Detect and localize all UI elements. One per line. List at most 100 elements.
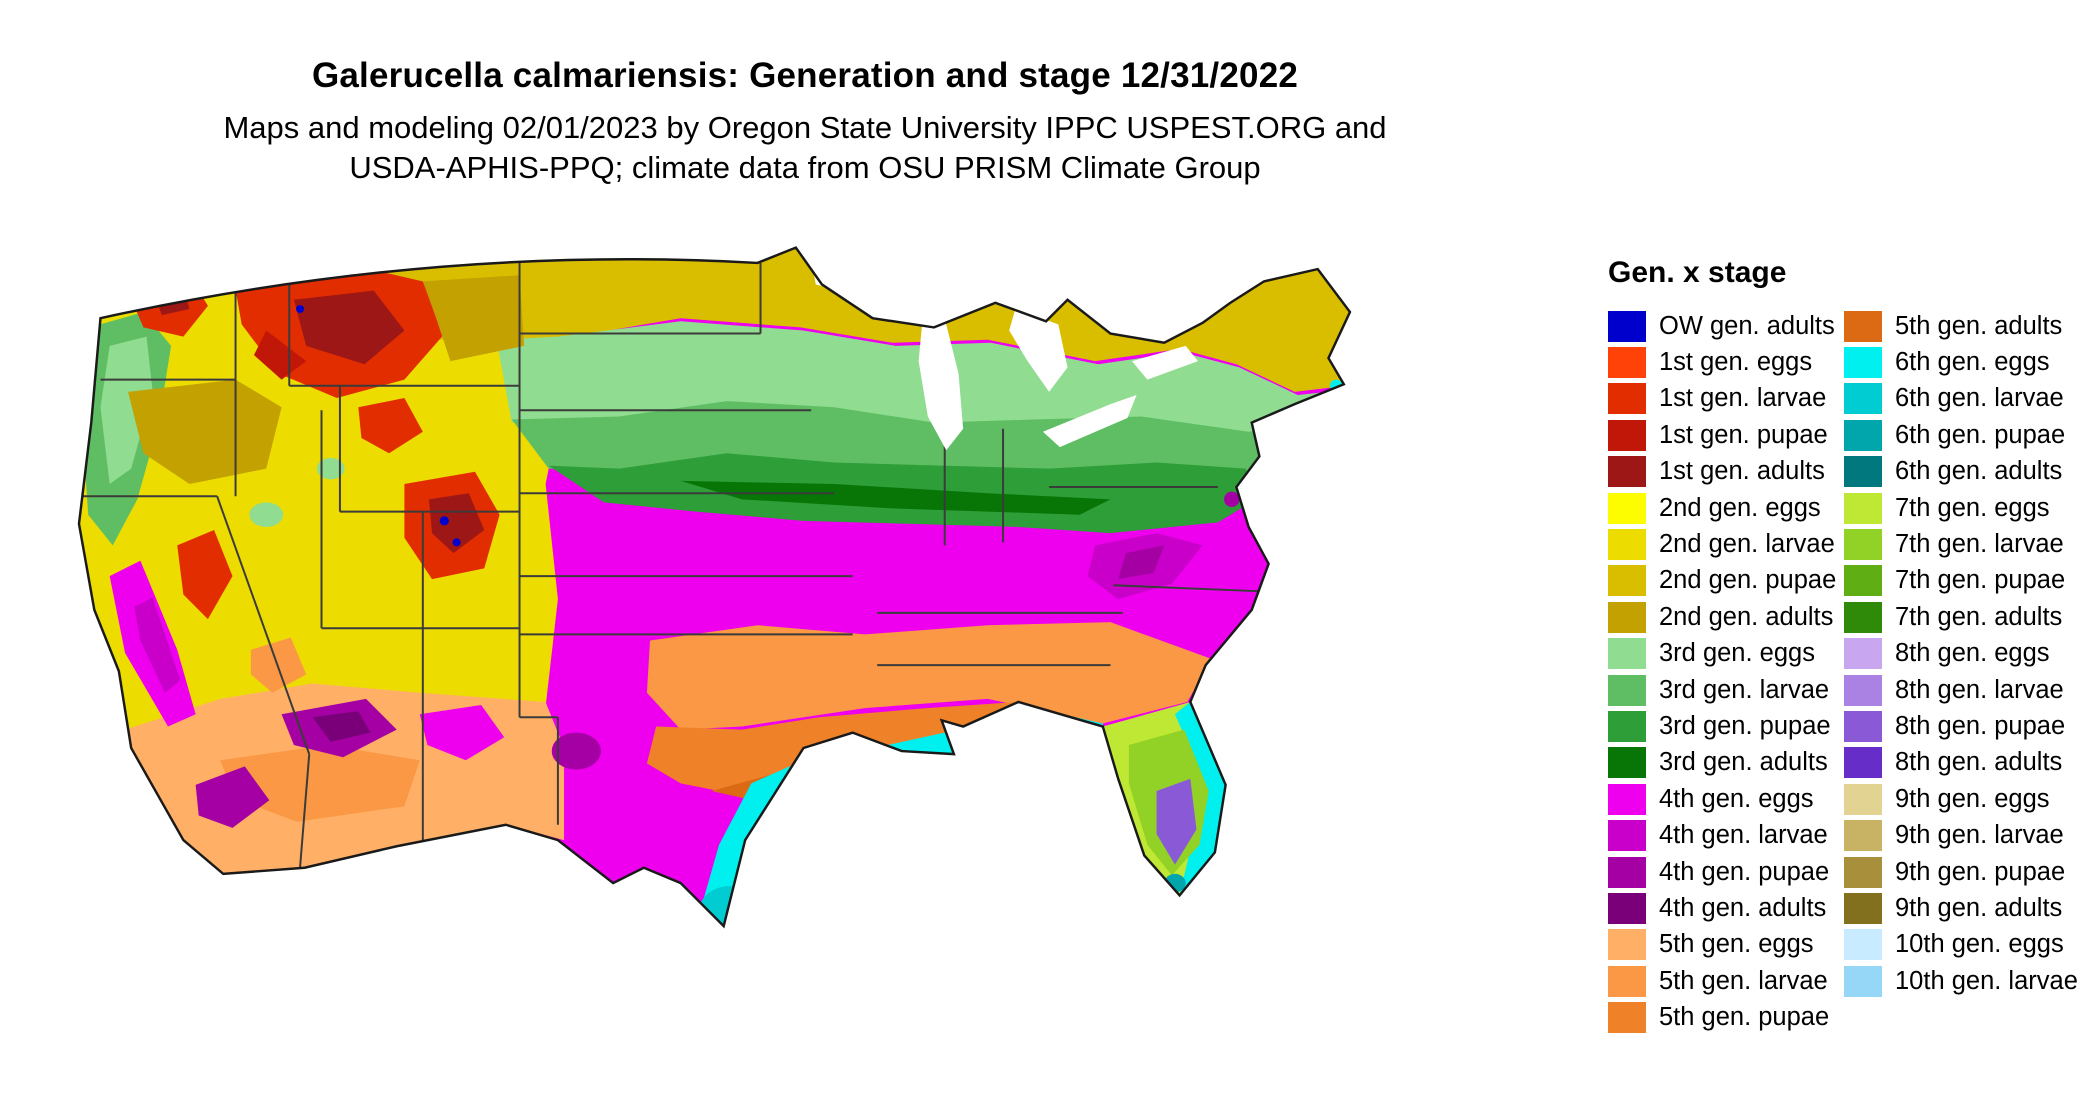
legend-item: 7th gen. pupae bbox=[1844, 563, 2078, 599]
map-patch-newmexico-gen4-eggs bbox=[419, 705, 505, 761]
legend-item: 3rd gen. adults bbox=[1608, 745, 1844, 781]
map-patch-central-valley-gen4-larvae bbox=[134, 597, 181, 693]
legend-item-label: 6th gen. larvae bbox=[1895, 384, 2064, 413]
legend-item: 5th gen. pupae bbox=[1608, 999, 1844, 1035]
legend-item: 5th gen. larvae bbox=[1608, 963, 1844, 999]
legend-item: 5th gen. eggs bbox=[1608, 927, 1844, 963]
legend-item-label: 1st gen. adults bbox=[1659, 457, 1825, 486]
legend-item-label: 10th gen. larvae bbox=[1895, 966, 2078, 995]
legend-item: 2nd gen. pupae bbox=[1608, 563, 1844, 599]
lake-ontario bbox=[1131, 345, 1198, 380]
legend-item-label: 2nd gen. eggs bbox=[1659, 493, 1821, 522]
lake-huron bbox=[1009, 308, 1068, 392]
map-patch-yellowstone-gen1-larvae bbox=[358, 398, 423, 454]
legend-swatch bbox=[1844, 710, 1882, 742]
legend: Gen. x stage OW gen. adults 1st gen. eggs… bbox=[1608, 256, 2094, 1036]
legend-swatch bbox=[1608, 565, 1646, 597]
legend-item: 1st gen. larvae bbox=[1608, 381, 1844, 417]
legend-item: 1st gen. adults bbox=[1608, 454, 1844, 490]
legend-swatch bbox=[1844, 347, 1882, 379]
state-border-segment bbox=[1113, 584, 1265, 593]
map-patch-montana-gen2-adults bbox=[422, 275, 525, 362]
map-patch-florida-gen8-pupae bbox=[1156, 778, 1197, 865]
legend-item-label: 4th gen. eggs bbox=[1659, 784, 1814, 813]
legend-item-label: 4th gen. pupae bbox=[1659, 857, 1830, 886]
legend-swatch bbox=[1608, 529, 1646, 561]
legend-item: 8th gen. pupae bbox=[1844, 708, 2078, 744]
legend-item: 3rd gen. pupae bbox=[1608, 708, 1844, 744]
map-band-gen5-larvae bbox=[646, 622, 1212, 730]
legend-item: 8th gen. eggs bbox=[1844, 636, 2078, 672]
legend-swatch bbox=[1844, 965, 1882, 997]
legend-swatch bbox=[1608, 347, 1646, 379]
us-phenology-map bbox=[36, 238, 1571, 1060]
legend-item-label: 5th gen. pupae bbox=[1659, 1003, 1830, 1032]
legend-item-label: 5th gen. adults bbox=[1895, 311, 2063, 340]
legend-swatch bbox=[1608, 492, 1646, 524]
legend-swatch bbox=[1844, 456, 1882, 488]
legend-item-label: 9th gen. adults bbox=[1895, 893, 2063, 922]
map-subtitle-line2: USDA-APHIS-PPQ; climate data from OSU PR… bbox=[349, 150, 1261, 185]
state-border-segment bbox=[216, 495, 311, 755]
us-map-svg bbox=[77, 246, 1352, 929]
legend-item: 3rd gen. larvae bbox=[1608, 672, 1844, 708]
legend-item-label: 3rd gen. eggs bbox=[1659, 639, 1815, 668]
legend-swatch bbox=[1608, 820, 1646, 852]
state-borders bbox=[78, 262, 1265, 868]
legend-item: 8th gen. adults bbox=[1844, 745, 2078, 781]
map-patch-northern-rockies-gen1-adults bbox=[293, 290, 405, 365]
legend-item-label: 2nd gen. pupae bbox=[1659, 566, 1837, 595]
legend-swatch bbox=[1844, 638, 1882, 670]
map-band-gen3-larvae bbox=[511, 401, 1338, 472]
legend-item-label: 1st gen. eggs bbox=[1659, 348, 1813, 377]
map-subtitle-line1: Maps and modeling 02/01/2023 by Oregon S… bbox=[223, 110, 1387, 145]
figure-header: Galerucella calmariensis: Generation and… bbox=[0, 56, 1610, 188]
legend-item: OW gen. adults bbox=[1608, 308, 1844, 344]
legend-item: 9th gen. larvae bbox=[1844, 817, 2078, 853]
legend-column-right: 5th gen. adults 6th gen. eggs 6th gen. lar… bbox=[1844, 308, 2078, 999]
legend-swatch bbox=[1844, 310, 1882, 342]
legend-item: 7th gen. eggs bbox=[1844, 490, 2078, 526]
legend-swatch bbox=[1608, 856, 1646, 888]
map-patch-sierra-gen1-larvae bbox=[177, 530, 233, 620]
legend-swatch bbox=[1844, 929, 1882, 961]
legend-item-label: 6th gen. eggs bbox=[1895, 348, 2050, 377]
map-patch-westtexas-gen4-pupae bbox=[551, 732, 601, 770]
legend-item-label: 7th gen. pupae bbox=[1895, 566, 2066, 595]
legend-item: 6th gen. pupae bbox=[1844, 417, 2078, 453]
legend-item: 3rd gen. eggs bbox=[1608, 636, 1844, 672]
legend-swatch bbox=[1844, 419, 1882, 451]
legend-item-label: 7th gen. eggs bbox=[1895, 493, 2050, 522]
map-patch-appalachia-gen4-pupae bbox=[1118, 545, 1165, 580]
legend-swatch bbox=[1844, 783, 1882, 815]
lake-michigan bbox=[918, 312, 964, 451]
legend-swatch bbox=[1844, 529, 1882, 561]
map-fill-layers bbox=[78, 247, 1350, 927]
legend-swatch bbox=[1608, 1002, 1646, 1034]
legend-item: 1st gen. eggs bbox=[1608, 344, 1844, 380]
map-patch-northern-rockies-gen1-pupae bbox=[253, 330, 307, 380]
legend-item: 10th gen. larvae bbox=[1844, 963, 2078, 999]
legend-item-label: 3rd gen. adults bbox=[1659, 748, 1828, 777]
map-strip-florida-east-gen6 bbox=[1174, 701, 1226, 896]
legend-swatch bbox=[1844, 747, 1882, 779]
legend-item-label: 7th gen. adults bbox=[1895, 602, 2063, 631]
legend-item-label: 6th gen. pupae bbox=[1895, 420, 2066, 449]
us-outline bbox=[77, 246, 1352, 929]
legend-swatch bbox=[1608, 783, 1646, 815]
legend-item-label: 7th gen. larvae bbox=[1895, 530, 2064, 559]
legend-item: 9th gen. adults bbox=[1844, 890, 2078, 926]
legend-swatch bbox=[1608, 456, 1646, 488]
legend-item: 6th gen. adults bbox=[1844, 454, 2078, 490]
legend-item: 6th gen. eggs bbox=[1844, 344, 2078, 380]
legend-column-left: OW gen. adults 1st gen. eggs 1st gen. larv… bbox=[1608, 308, 1844, 1036]
map-dot-delmarva-gen4-pupae bbox=[1224, 491, 1240, 508]
legend-item: 4th gen. larvae bbox=[1608, 817, 1844, 853]
state-border-segment bbox=[299, 754, 311, 868]
legend-item-label: 9th gen. eggs bbox=[1895, 784, 2050, 813]
legend-swatch bbox=[1608, 310, 1646, 342]
legend-swatch bbox=[1608, 419, 1646, 451]
legend-swatch bbox=[1608, 638, 1646, 670]
legend-item-label: 8th gen. adults bbox=[1895, 748, 2063, 777]
legend-swatch bbox=[1844, 856, 1882, 888]
